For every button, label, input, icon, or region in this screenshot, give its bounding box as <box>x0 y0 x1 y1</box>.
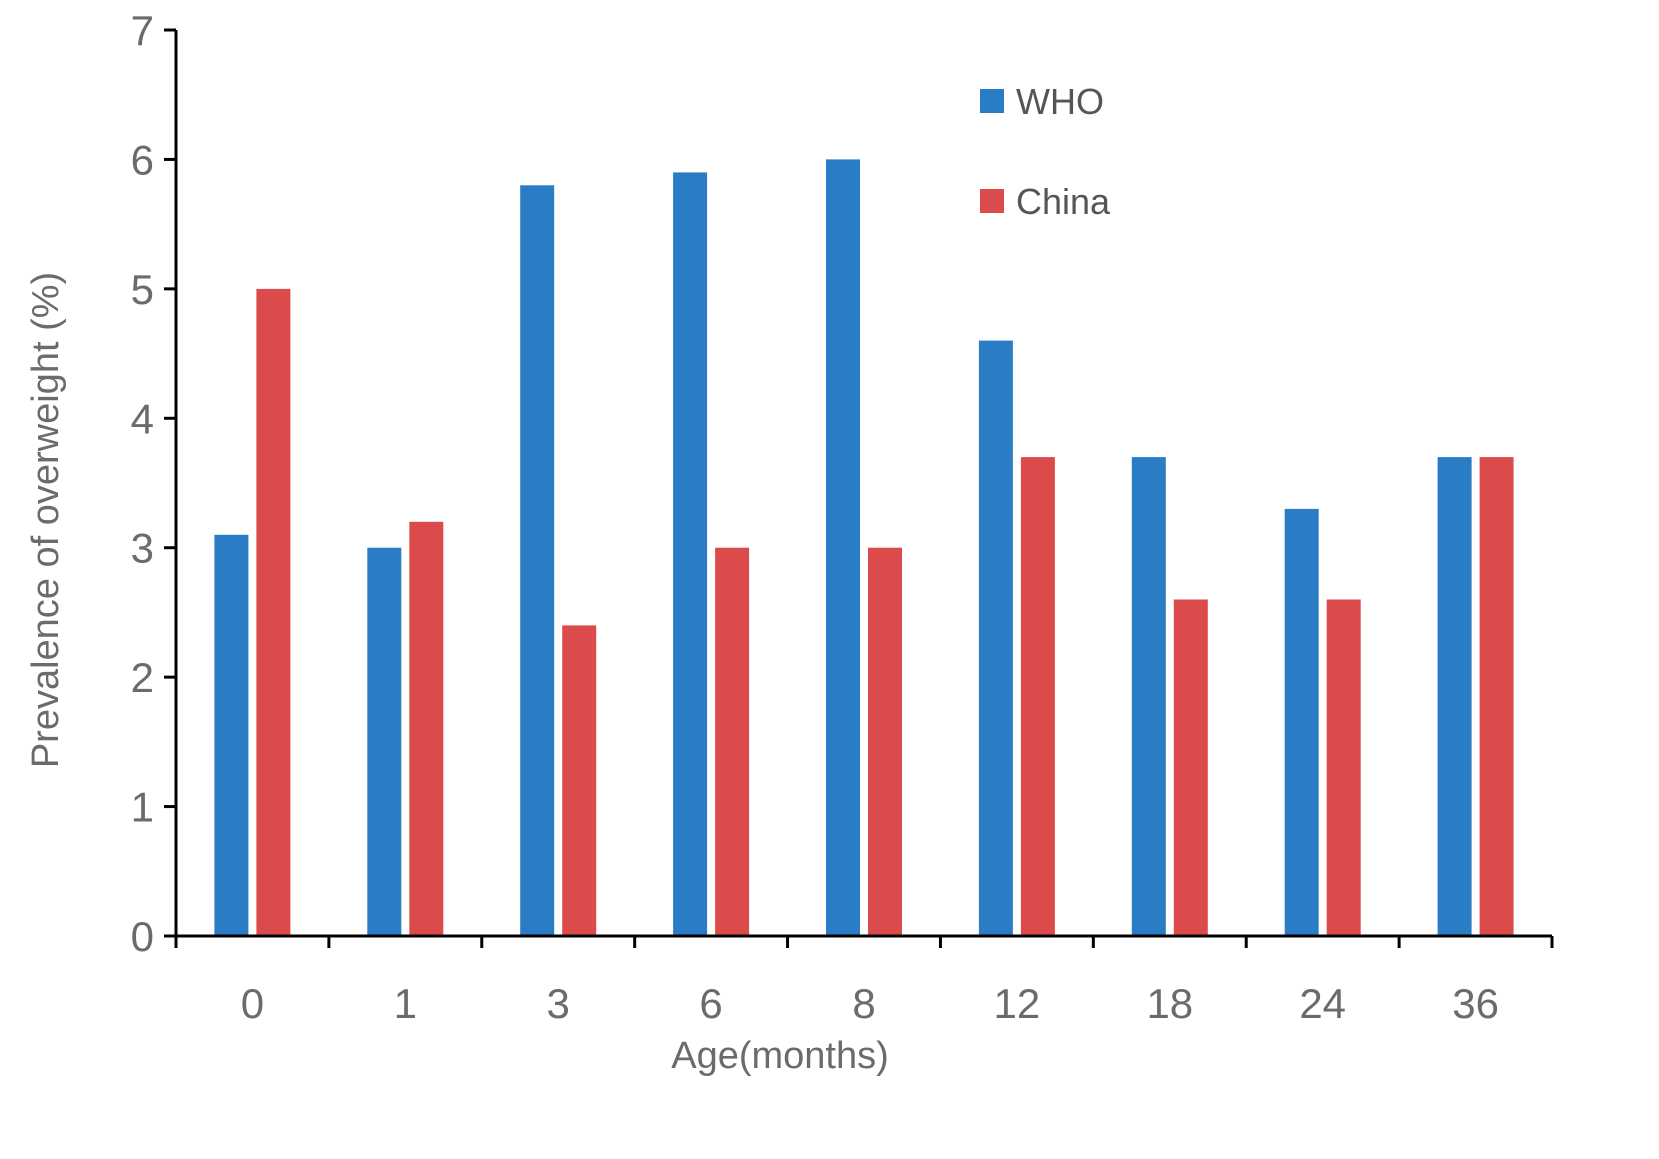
y-tick-label: 4 <box>131 395 154 442</box>
bar-china-24 <box>1326 599 1361 936</box>
legend: WHO China <box>980 81 1111 222</box>
legend-swatch-china <box>980 189 1004 213</box>
x-tick-label: 8 <box>852 980 875 1027</box>
x-tick-label: 3 <box>547 980 570 1027</box>
bar-who-18 <box>1131 457 1166 936</box>
x-tick-label: 1 <box>394 980 417 1027</box>
bar-china-3 <box>562 625 597 936</box>
bar-who-0 <box>214 534 249 936</box>
y-tick-label: 5 <box>131 266 154 313</box>
bars-layer <box>214 159 1514 937</box>
legend-label-china: China <box>1016 181 1111 222</box>
legend-swatch-who <box>980 89 1004 113</box>
y-axis-title: Prevalence of overweight (%) <box>25 272 67 768</box>
bar-who-1 <box>367 547 402 936</box>
x-tick-label: 0 <box>241 980 264 1027</box>
bar-who-8 <box>826 159 860 936</box>
x-tick-label: 24 <box>1299 980 1346 1027</box>
y-tick-label: 7 <box>131 7 154 54</box>
bar-who-3 <box>520 185 555 937</box>
bar-who-6 <box>673 172 708 936</box>
y-tick-label: 1 <box>131 784 154 831</box>
x-axis-title: Age(months) <box>671 1035 889 1077</box>
x-tick-label: 36 <box>1452 980 1499 1027</box>
legend-label-who: WHO <box>1016 81 1104 122</box>
y-tick-label: 6 <box>131 136 154 183</box>
axes-layer <box>174 30 1552 938</box>
x-tick-label: 12 <box>994 980 1041 1027</box>
y-tick-label: 3 <box>131 525 154 572</box>
y-tick-label: 0 <box>131 913 154 960</box>
bar-china-6 <box>715 547 750 936</box>
bar-china-36 <box>1479 457 1514 936</box>
bar-china-1 <box>409 521 444 936</box>
bar-who-24 <box>1284 508 1319 936</box>
bar-who-36 <box>1437 457 1472 936</box>
bar-who-12 <box>978 340 1013 937</box>
bar-china-0 <box>256 288 291 936</box>
bar-china-18 <box>1173 599 1208 936</box>
bar-china-8 <box>868 547 902 936</box>
x-tick-label: 18 <box>1146 980 1193 1027</box>
bar-china-12 <box>1020 457 1055 936</box>
x-tick-label: 6 <box>699 980 722 1027</box>
y-tick-label: 2 <box>131 654 154 701</box>
